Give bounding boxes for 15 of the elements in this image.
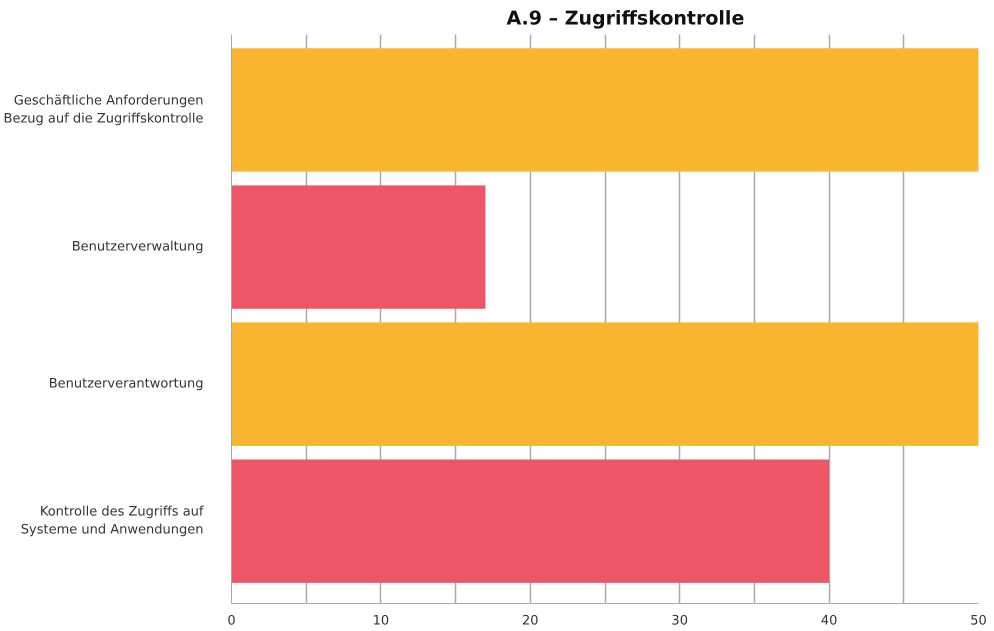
bar (232, 322, 978, 446)
x-tick-label: 40 (820, 614, 838, 628)
chart-title: A.9 – Zugriffskontrolle (506, 8, 744, 30)
x-tick-label: 30 (671, 614, 688, 628)
x-tick-label: 10 (372, 614, 390, 628)
x-tick-label: 50 (970, 614, 987, 628)
bar (232, 460, 830, 583)
bar (232, 185, 486, 309)
bar (232, 48, 978, 172)
y-tick-label: Benutzerverwaltung (72, 240, 204, 255)
x-tick-label: 20 (522, 614, 539, 628)
y-tick-label: Geschäftliche Anforderungen Bezug auf die Zugriffskontrolle (4, 93, 204, 126)
x-tick-label: 0 (227, 614, 236, 628)
y-tick-label: Kontrolle des Zugriffs auf Systeme und Anwendungen (20, 504, 204, 538)
y-tick-label: Benutzerverantwortung (48, 376, 204, 392)
